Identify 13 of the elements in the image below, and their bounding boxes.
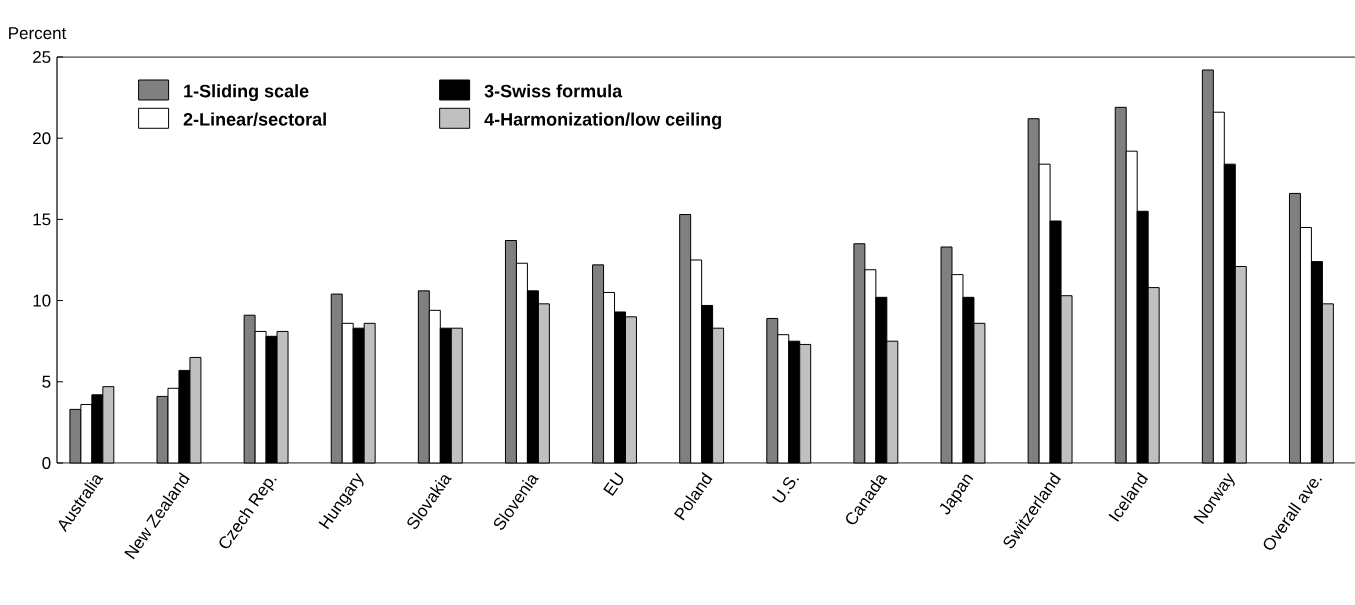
legend-label: 2-Linear/sectoral [183,112,326,126]
legend-label: 4-Harmonization/low ceiling [484,112,721,130]
legend-label: 3-Swiss formula [484,84,623,98]
legend-label: 1-Sliding scale [184,84,309,102]
y-tick-label: 15 [33,213,51,226]
y-tick-label: 10 [33,294,51,307]
y-tick-label: 0 [42,456,51,470]
y-tick-label: 25 [33,50,51,64]
x-tick-label: U.S. [772,477,800,503]
y-axis-title: Percent [9,27,67,40]
y-tick-label: 20 [33,132,51,145]
x-tick-label: EU [603,472,624,497]
y-tick-label: 5 [42,375,51,388]
